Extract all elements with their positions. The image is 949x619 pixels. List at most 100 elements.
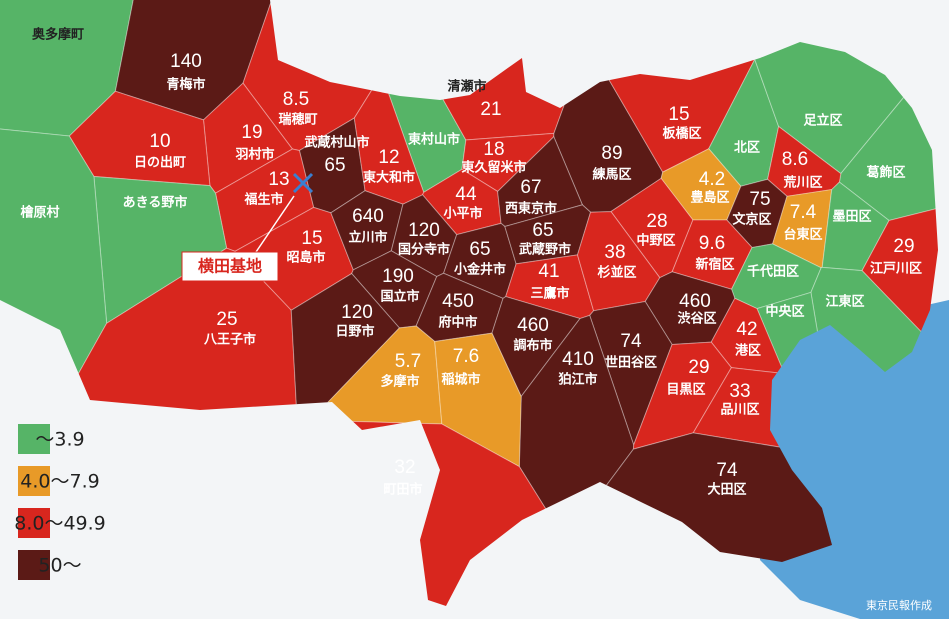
region-value: 65 [532,220,553,241]
region-value: 89 [601,143,622,164]
region-value: 120 [408,220,440,241]
legend-label: 50～ [38,555,81,577]
region-name: 渋谷区 [677,311,716,327]
region-name: 府中市 [438,315,477,331]
region-name: 奥多摩町 [32,27,84,43]
region-name: 調布市 [513,338,552,354]
region-value: 19 [241,122,262,143]
region-name: 世田谷区 [605,355,657,371]
region-value: 29 [893,236,914,257]
region-value: 44 [455,184,477,205]
region-name: 大田区 [707,482,746,498]
labels: 奥多摩町 140 青梅市 8.5 瑞穂町 19 羽村市 10 日の出町 65 武蔵村山市 東村山市 21… [20,27,922,498]
region-value: 7.4 [790,202,817,223]
region-value: 74 [716,460,738,481]
region-value: 74 [620,331,642,352]
region-value: 7.6 [453,346,479,367]
pointer-line [255,195,295,253]
legend-swatch [18,424,50,454]
region-value: 410 [562,349,594,370]
region-value: 29 [688,357,709,378]
region-name: 八王子市 [203,332,256,348]
region-value: 4.2 [699,169,725,190]
region-value: 190 [382,266,414,287]
region-value: 67 [520,177,541,198]
region-value: 15 [301,228,322,249]
region-name: 国立市 [380,289,419,305]
region-value: 640 [352,206,384,227]
legend-label: 4.0～7.9 [20,471,99,493]
legend-swatch [18,466,50,496]
region-name: 新宿区 [695,257,734,273]
region [671,219,753,290]
region-value: 460 [679,291,711,312]
base-marker [292,172,314,194]
region-name: 千代田区 [747,264,799,280]
legend-label: ～3.9 [35,429,84,451]
region-value: 12 [378,147,399,168]
region-value: 10 [149,131,170,152]
region [821,181,890,272]
legend-swatch [18,508,50,538]
region-name: 東久留米市 [461,160,526,176]
region-name: 品川区 [720,403,759,418]
region-name: 武蔵野市 [519,242,571,258]
region-name: 文京区 [732,212,771,228]
region-name: あきる野市 [123,195,188,211]
region-name: 小平市 [443,206,482,222]
region-value: 32 [394,457,415,478]
cross-line [292,172,314,194]
region-name: 立川市 [348,230,387,246]
region-name: 葛飾区 [865,165,905,181]
region-name: 日野市 [335,324,374,340]
region-value: 120 [341,302,373,323]
region-name: 東村山市 [408,132,460,148]
region-name: 台東区 [783,227,822,243]
region-name: 羽村市 [235,147,274,163]
region-name: 中央区 [765,304,804,320]
region-name: 稲城市 [441,372,480,388]
region-name: 江東区 [825,294,864,310]
region [491,295,581,398]
region-name: 練馬区 [592,167,631,183]
region-name: 荒川区 [782,175,822,191]
region-value: 38 [604,242,625,263]
region [442,222,517,299]
region-name: 中野区 [636,233,675,249]
region [708,58,780,187]
region-name: 目黒区 [666,382,705,398]
region-name: 江戸川区 [870,261,922,277]
region-name: 東大和市 [363,170,415,186]
region-value: 65 [324,155,345,176]
region-name: 国分寺市 [398,242,450,258]
region-name: 狛江市 [557,372,597,388]
region [504,204,592,265]
region-value: 75 [749,189,770,210]
region-name: 足立区 [803,113,842,129]
region-value: 13 [268,169,289,190]
region-name: 墨田区 [832,210,871,225]
region-name: 青梅市 [166,77,205,93]
region-name: 檜原村 [20,205,59,221]
legend-label: 8.0～49.9 [14,513,106,535]
region-value: 18 [483,139,504,160]
region-name: 町田市 [383,482,422,498]
region-name: 板橋区 [662,126,701,142]
annotation-box [181,251,279,282]
region-value: 450 [442,291,474,312]
region-value: 8.6 [782,149,808,170]
region-value: 65 [469,239,490,260]
region-name: 北区 [734,141,760,156]
region-value: 21 [480,99,501,120]
legend: ～3.9 4.0～7.9 8.0～49.9 50～ [14,424,106,580]
region-value: 5.7 [395,351,421,372]
region-name: 豊島区 [690,190,729,206]
region-value: 8.5 [283,89,309,110]
region-name: 杉並区 [597,265,636,281]
region-name: 西東京市 [505,201,557,217]
region [0,0,136,137]
region-name: 小金井市 [454,262,506,278]
region-value: 41 [538,261,559,282]
region-name: 瑞穂町 [278,112,317,128]
